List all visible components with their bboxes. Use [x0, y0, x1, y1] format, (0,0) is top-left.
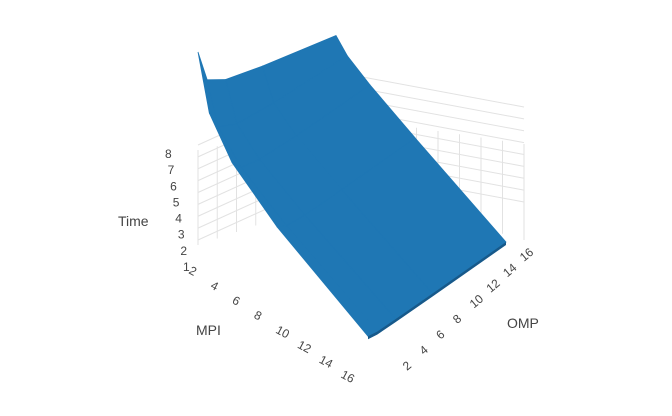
y-axis-title: OMP: [507, 315, 539, 331]
y-tick-label: 4: [417, 343, 431, 358]
z-tick-label: 8: [165, 147, 172, 161]
z-tick-label: 2: [180, 244, 187, 258]
x-tick-label: 4: [208, 278, 221, 294]
x-tick-label: 14: [317, 352, 336, 371]
surface-layer: [197, 34, 507, 340]
x-tick-label: 8: [252, 308, 265, 324]
z-tick-label: 1: [183, 260, 190, 274]
y-tick-label: 8: [450, 311, 464, 326]
z-tick-label: 5: [173, 195, 180, 209]
y-tick-label: 2: [400, 358, 414, 373]
z-tick-label: 3: [178, 228, 185, 242]
y-tick-label: 6: [433, 327, 447, 342]
x-tick-label: 6: [230, 293, 243, 309]
z-tick-label: 4: [175, 212, 182, 226]
surface-front-edge: [368, 242, 506, 340]
y-tick-label: 10: [467, 291, 486, 311]
x-tick-label: 10: [273, 323, 292, 342]
y-tick-label: 16: [517, 245, 536, 265]
z-tick-label: 7: [168, 163, 175, 177]
x-tick-label: 16: [339, 367, 358, 386]
x-axis-title: MPI: [196, 322, 221, 338]
z-tick-label: 6: [170, 179, 177, 193]
y-tick-label: 14: [500, 260, 519, 280]
y-tick-label: 12: [484, 276, 503, 296]
x-tick-label: 12: [295, 338, 314, 357]
z-axis-title: Time: [118, 213, 149, 229]
